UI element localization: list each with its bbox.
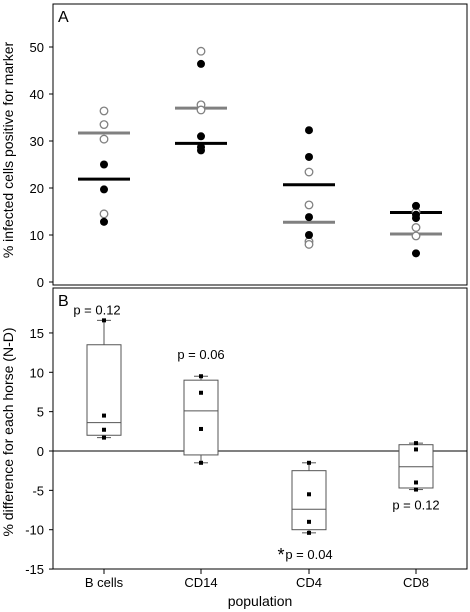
box-data-point — [199, 460, 203, 465]
x-tick-label: CD14 — [184, 575, 217, 590]
panel-a-y-tick-label: 0 — [37, 275, 44, 290]
filled-circle-point — [412, 214, 420, 223]
open-circle-point — [196, 46, 206, 56]
filled-circle-point — [100, 217, 108, 226]
open-circle-point — [99, 134, 109, 144]
p-value-label: p = 0.04 — [285, 547, 332, 562]
filled-circle-point — [305, 126, 313, 135]
panel-b: B % difference for each horse (N-D) popu… — [0, 287, 468, 609]
box-data-point — [307, 460, 311, 465]
box-data-point — [102, 435, 106, 440]
panel-a: A % infected cells positive for marker 0… — [0, 3, 468, 290]
filled-circle-point — [197, 59, 205, 68]
p-value-label: p = 0.06 — [177, 347, 224, 362]
open-circle-point — [304, 239, 314, 249]
panel-a-y-tick-label: 10 — [30, 228, 44, 243]
panel-a-y-axis-label: % infected cells positive for marker — [0, 42, 16, 259]
filled-circle-point — [100, 185, 108, 194]
box-data-point — [102, 318, 106, 323]
open-circle-point — [411, 223, 421, 232]
open-circle-point — [304, 200, 314, 210]
box-data-point — [102, 427, 106, 432]
box-data-point — [414, 480, 418, 485]
box-data-point — [307, 492, 311, 497]
panel-a-y-tick-label: 40 — [30, 87, 44, 102]
panel-b-marks: p = 0.12 p = 0.06 p = 0.04* p = 0.12 — [53, 302, 467, 565]
box-data-point — [102, 413, 106, 418]
x-tick-label: B cells — [85, 575, 124, 590]
significance-marker: * — [277, 545, 284, 565]
box-data-point — [307, 530, 311, 535]
panel-b-y-tick-label: 5 — [37, 405, 44, 420]
panel-b-frame — [52, 287, 468, 570]
p-value-label: p = 0.12 — [392, 498, 439, 513]
x-tick-label: CD4 — [296, 575, 322, 590]
filled-circle-point — [197, 132, 205, 141]
box-data-point — [414, 487, 418, 492]
box-data-point — [414, 441, 418, 446]
open-circle-point — [411, 231, 421, 241]
filled-circle-point — [412, 249, 420, 258]
panel-b-y-axis-label: % difference for each horse (N-D) — [0, 327, 16, 536]
filled-circle-point — [305, 213, 313, 222]
open-circle-point — [304, 167, 314, 177]
panel-a-y-tick-label: 30 — [30, 134, 44, 149]
filled-circle-point — [197, 146, 205, 155]
box — [86, 344, 122, 436]
filled-circle-point — [100, 160, 108, 169]
panel-b-y-tick-label: -5 — [32, 483, 44, 498]
filled-circle-point — [412, 201, 420, 210]
panel-b-y-tick-label: 0 — [37, 444, 44, 459]
box-data-point — [307, 519, 311, 524]
panel-a-letter: A — [58, 9, 69, 26]
box-data-point — [414, 447, 418, 452]
panel-b-y-ticks: -15 -10 -5 0 5 10 15 — [25, 326, 53, 577]
panel-b-y-tick-label: -15 — [25, 562, 44, 577]
panel-b-y-tick-label: -10 — [25, 523, 44, 538]
panel-a-frame — [52, 3, 468, 286]
x-axis-label: population — [228, 593, 293, 609]
box-data-point — [199, 390, 203, 395]
filled-circle-point — [305, 152, 313, 161]
p-value-label: p = 0.12 — [73, 302, 120, 317]
panel-a-y-tick-label: 50 — [30, 40, 44, 55]
box-data-point — [199, 426, 203, 431]
box-data-point — [199, 374, 203, 379]
open-circle-point — [99, 209, 109, 219]
panel-b-letter: B — [58, 293, 69, 310]
x-tick-labels: B cells CD14 CD4 CD8 — [85, 569, 429, 590]
open-circle-point — [99, 106, 109, 116]
panel-a-y-tick-label: 20 — [30, 181, 44, 196]
filled-circle-point — [305, 231, 313, 239]
panel-a-marks — [78, 46, 442, 258]
open-circle-point — [99, 120, 109, 129]
panel-a-y-ticks: 0 10 20 30 40 50 — [30, 40, 53, 290]
panel-b-y-tick-label: 10 — [30, 365, 44, 380]
panel-b-y-tick-label: 15 — [30, 326, 44, 341]
open-circle-point — [196, 105, 206, 115]
x-tick-label: CD8 — [403, 575, 429, 590]
